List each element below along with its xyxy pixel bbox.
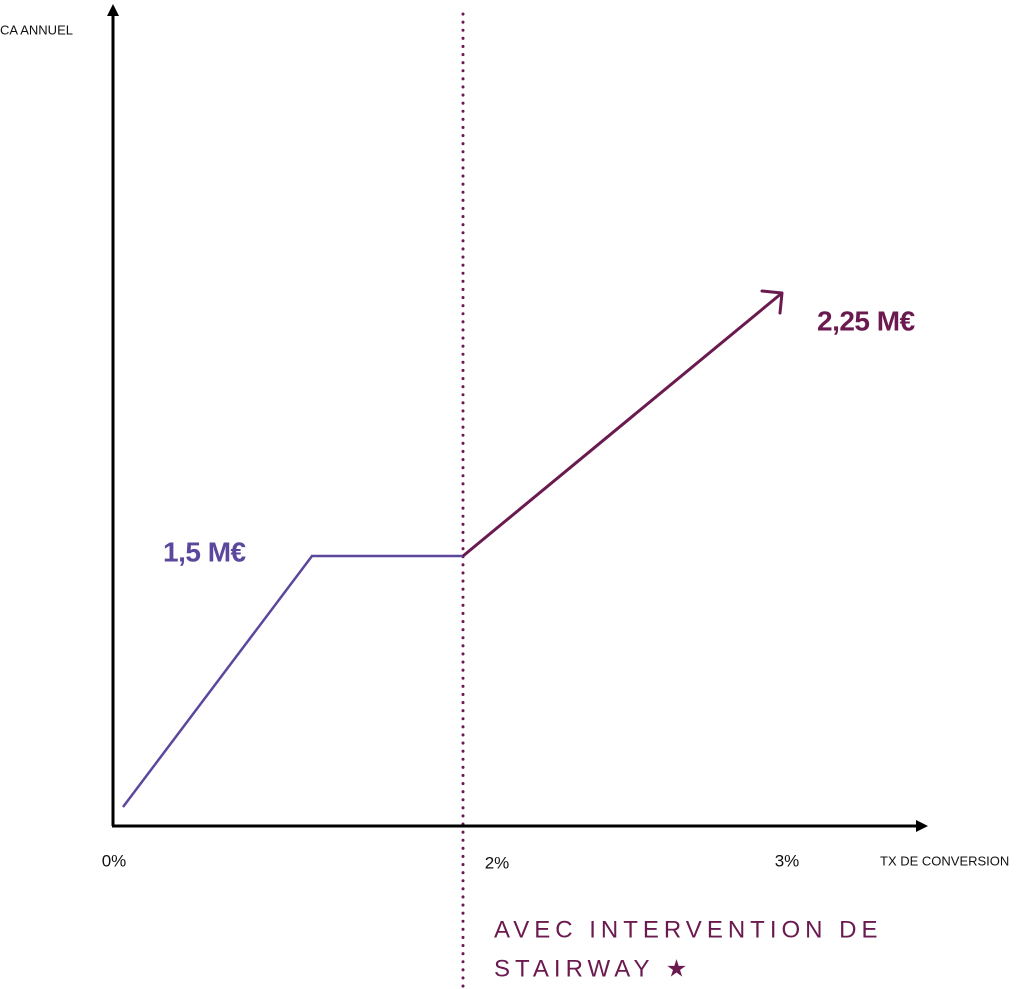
x-tick-label: 3%	[775, 851, 800, 870]
x-tick-label: 0%	[102, 851, 127, 870]
note-line: AVEC INTERVENTION DE	[494, 916, 883, 943]
baseline-curve	[122, 554, 463, 808]
growth-arrow	[760, 289, 784, 315]
annotation: 2,25 M€	[817, 305, 916, 336]
note-line: STAIRWAY ★	[494, 955, 692, 982]
x-axis-arrow	[916, 820, 928, 832]
growth-curve	[462, 291, 783, 558]
x-axis-label: TX DE CONVERSION	[880, 853, 1009, 868]
x-tick-label: 2%	[485, 853, 510, 872]
annotation: 1,5 M€	[163, 536, 247, 567]
y-axis-label: CA ANNUEL	[0, 22, 73, 37]
y-axis-arrow	[107, 4, 119, 16]
